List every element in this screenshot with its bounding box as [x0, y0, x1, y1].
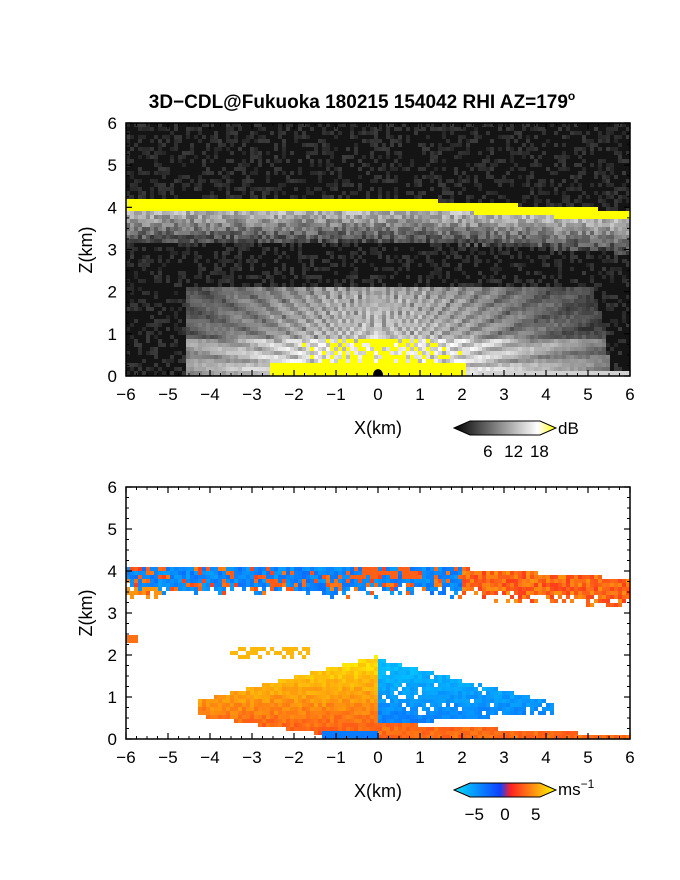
y-tick-label: 5	[108, 156, 117, 175]
velocity-heatmap	[126, 487, 630, 739]
y-tick-label: 4	[108, 562, 117, 581]
y-tick-label: 6	[108, 478, 117, 497]
x-tick-label: −6	[116, 748, 135, 767]
y-tick-label: 2	[108, 646, 117, 665]
reflectivity-xlabel: X(km)	[354, 418, 402, 438]
x-tick-label: 1	[415, 385, 424, 404]
x-tick-label: 2	[457, 748, 466, 767]
x-tick-label: −2	[284, 748, 303, 767]
x-tick-label: 4	[541, 385, 550, 404]
y-tick-label: 4	[108, 198, 117, 217]
x-tick-label: 1	[415, 748, 424, 767]
figure-title: 3D−CDL@Fukuoka 180215 154042 RHI AZ=179o	[149, 89, 576, 113]
y-tick-label: 1	[108, 688, 117, 707]
x-tick-label: 6	[625, 385, 634, 404]
x-tick-label: −5	[158, 385, 177, 404]
x-tick-label: 2	[457, 385, 466, 404]
x-tick-label: −3	[242, 385, 261, 404]
y-tick-label: 6	[108, 114, 117, 133]
y-tick-label: 2	[108, 283, 117, 302]
reflectivity-colorbar: dB 6 12 18	[452, 419, 579, 461]
x-tick-label: −4	[200, 748, 219, 767]
x-tick-label: 3	[499, 385, 508, 404]
y-tick-label: 1	[108, 325, 117, 344]
velocity-colorbar: ms−1 −5 0 5	[452, 777, 595, 824]
velocity-xlabel: X(km)	[354, 781, 402, 801]
velocity-ylabel: Z(km)	[76, 590, 96, 637]
x-tick-label: 6	[625, 748, 634, 767]
y-tick-label: 0	[108, 730, 117, 749]
y-tick-label: 0	[108, 367, 117, 386]
x-tick-label: 5	[583, 748, 592, 767]
x-tick-label: 0	[373, 385, 382, 404]
x-tick-label: 0	[373, 748, 382, 767]
x-tick-label: 5	[583, 385, 592, 404]
reflectivity-colorbar-unit: dB	[558, 419, 579, 438]
x-tick-label: −4	[200, 385, 219, 404]
velocity-colorbar-unit: ms−1	[558, 777, 595, 799]
x-tick-label: −5	[158, 748, 177, 767]
x-tick-label: −1	[326, 385, 345, 404]
reflectivity-axes: −6 −5 −4 −3 −2 −1 0 1 2 3 4 5 6 0 1 2 3 4 5 6	[108, 114, 635, 404]
velocity-panel: −6 −5 −4 −3 −2 −1 0 1 2 3 4 5 6 0 1 2 3 4 5 6 X(km) Z(km) m…	[76, 478, 635, 824]
colorbar-tick-label: 0	[500, 805, 509, 824]
x-tick-label: 3	[499, 748, 508, 767]
colorbar-tick-label: 6	[483, 442, 492, 461]
x-tick-label: −2	[284, 385, 303, 404]
x-tick-label: −6	[116, 385, 135, 404]
y-tick-label: 3	[108, 604, 117, 623]
reflectivity-heatmap	[126, 123, 630, 376]
x-tick-label: −3	[242, 748, 261, 767]
y-tick-label: 5	[108, 520, 117, 539]
y-tick-label: 3	[108, 241, 117, 260]
colorbar-tick-label: −5	[465, 805, 484, 824]
title-degree: o	[568, 89, 575, 103]
colorbar-tick-label: 18	[530, 442, 549, 461]
x-tick-label: 4	[541, 748, 550, 767]
velocity-axes: −6 −5 −4 −3 −2 −1 0 1 2 3 4 5 6 0 1 2 3 4 5 6	[108, 478, 635, 767]
x-tick-label: −1	[326, 748, 345, 767]
reflectivity-ylabel: Z(km)	[76, 227, 96, 274]
colorbar-tick-label: 12	[504, 442, 523, 461]
title-text: 3D−CDL@Fukuoka 180215 154042 RHI AZ=179	[149, 92, 568, 113]
colorbar-tick-label: 5	[531, 805, 540, 824]
